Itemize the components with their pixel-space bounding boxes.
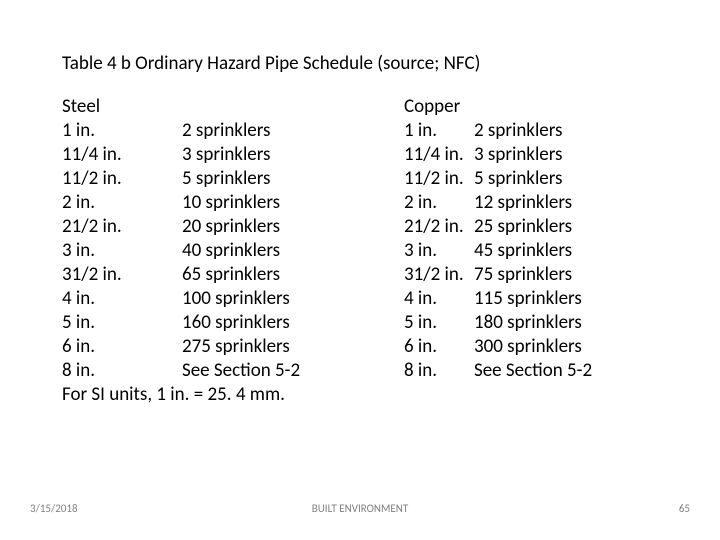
steel-header: Steel: [62, 95, 404, 119]
slide: Table 4 b Ordinary Hazard Pipe Schedule …: [0, 0, 720, 540]
sprinkler-count: 75 sprinklers: [474, 263, 572, 287]
sprinkler-count: 20 sprinklers: [182, 215, 280, 239]
sprinkler-count: 65 sprinklers: [182, 263, 280, 287]
pipe-size: 8 in.: [62, 359, 182, 383]
table-row: 1 in.2 sprinklers: [404, 119, 672, 143]
table-row: 8 in.See Section 5-2: [62, 359, 404, 383]
sprinkler-count: 275 sprinklers: [182, 335, 290, 359]
pipe-size: 31/2 in.: [62, 263, 182, 287]
sprinkler-count: 12 sprinklers: [474, 191, 572, 215]
copper-column: Copper 1 in.2 sprinklers 11/4 in.3 sprin…: [404, 95, 672, 383]
table-row: 21/2 in.20 sprinklers: [62, 215, 404, 239]
steel-column: Steel 1 in.2 sprinklers 11/4 in.3 sprink…: [62, 95, 404, 383]
sprinkler-count: 300 sprinklers: [474, 335, 582, 359]
table-row: 4 in.115 sprinklers: [404, 287, 672, 311]
sprinkler-count: 25 sprinklers: [474, 215, 572, 239]
table-row: 2 in.10 sprinklers: [62, 191, 404, 215]
table-row: 11/4 in.3 sprinklers: [404, 143, 672, 167]
pipe-size: 5 in.: [404, 311, 474, 335]
pipe-size: 4 in.: [62, 287, 182, 311]
pipe-size: 31/2 in.: [404, 263, 474, 287]
sprinkler-count: See Section 5-2: [182, 359, 300, 383]
pipe-size: 11/2 in.: [62, 167, 182, 191]
pipe-size: 11/4 in.: [404, 143, 474, 167]
table-row: 4 in.100 sprinklers: [62, 287, 404, 311]
table-row: 21/2 in.25 sprinklers: [404, 215, 672, 239]
table-row: 6 in.275 sprinklers: [62, 335, 404, 359]
table-row: 3 in.40 sprinklers: [62, 239, 404, 263]
table-row: 1 in.2 sprinklers: [62, 119, 404, 143]
sprinkler-count: 115 sprinklers: [474, 287, 582, 311]
pipe-size: 2 in.: [62, 191, 182, 215]
pipe-size: 5 in.: [62, 311, 182, 335]
sprinkler-count: 10 sprinklers: [182, 191, 280, 215]
pipe-size: 21/2 in.: [62, 215, 182, 239]
copper-header: Copper: [404, 95, 672, 119]
table-row: 8 in.See Section 5-2: [404, 359, 672, 383]
sprinkler-count: 160 sprinklers: [182, 311, 290, 335]
pipe-size: 4 in.: [404, 287, 474, 311]
table-row: 3 in.45 sprinklers: [404, 239, 672, 263]
pipe-size: 6 in.: [404, 335, 474, 359]
table-row: 31/2 in.75 sprinklers: [404, 263, 672, 287]
sprinkler-count: 100 sprinklers: [182, 287, 290, 311]
table-row: 31/2 in.65 sprinklers: [62, 263, 404, 287]
table-title: Table 4 b Ordinary Hazard Pipe Schedule …: [62, 52, 480, 75]
slide-footer: 3/15/2018 BUILT ENVIRONMENT 65: [0, 502, 720, 518]
pipe-size: 1 in.: [62, 119, 182, 143]
pipe-size: 6 in.: [62, 335, 182, 359]
table-row: 5 in.180 sprinklers: [404, 311, 672, 335]
sprinkler-count: 2 sprinklers: [474, 119, 563, 143]
pipe-size: 8 in.: [404, 359, 474, 383]
pipe-size: 3 in.: [404, 239, 474, 263]
pipe-size: 11/2 in.: [404, 167, 474, 191]
sprinkler-count: 180 sprinklers: [474, 311, 582, 335]
table-row: 2 in.12 sprinklers: [404, 191, 672, 215]
pipe-size: 3 in.: [62, 239, 182, 263]
sprinkler-count: 3 sprinklers: [474, 143, 563, 167]
sprinkler-count: See Section 5-2: [474, 359, 592, 383]
table-row: 5 in.160 sprinklers: [62, 311, 404, 335]
table-row: 11/4 in.3 sprinklers: [62, 143, 404, 167]
sprinkler-count: 45 sprinklers: [474, 239, 572, 263]
pipe-size: 2 in.: [404, 191, 474, 215]
table-row: 11/2 in.5 sprinklers: [62, 167, 404, 191]
table-row: 6 in.300 sprinklers: [404, 335, 672, 359]
pipe-size: 21/2 in.: [404, 215, 474, 239]
sprinkler-count: 5 sprinklers: [474, 167, 563, 191]
footer-center: BUILT ENVIRONMENT: [0, 502, 720, 515]
table-content: Steel 1 in.2 sprinklers 11/4 in.3 sprink…: [62, 95, 672, 407]
sprinkler-count: 5 sprinklers: [182, 167, 271, 191]
sprinkler-count: 2 sprinklers: [182, 119, 271, 143]
sprinkler-count: 3 sprinklers: [182, 143, 271, 167]
footer-page-number: 65: [679, 502, 690, 515]
pipe-size: 11/4 in.: [62, 143, 182, 167]
sprinkler-count: 40 sprinklers: [182, 239, 280, 263]
pipe-size: 1 in.: [404, 119, 474, 143]
si-units-note: For SI units, 1 in. = 25. 4 mm.: [62, 383, 672, 407]
table-row: 11/2 in.5 sprinklers: [404, 167, 672, 191]
